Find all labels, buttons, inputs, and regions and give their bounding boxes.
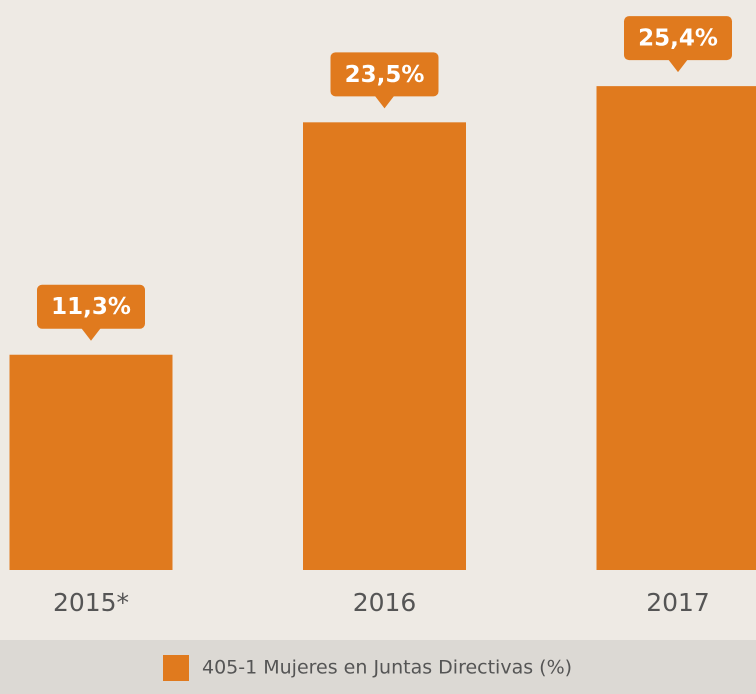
label-pointer (374, 95, 395, 109)
x-tick-label: 2016 (353, 588, 417, 617)
value-label: 25,4% (638, 26, 718, 52)
legend-band (0, 640, 756, 694)
bar (9, 354, 173, 570)
bar (303, 122, 466, 570)
x-tick-label: 2017 (646, 588, 710, 617)
label-pointer (81, 327, 101, 341)
bar (596, 86, 756, 570)
x-tick-label: 2015* (53, 588, 129, 617)
legend-swatch (163, 655, 189, 681)
legend-label: 405-1 Mujeres en Juntas Directivas (%) (202, 657, 572, 679)
value-label: 11,3% (51, 294, 131, 320)
label-callout (37, 284, 145, 329)
label-pointer (668, 59, 688, 73)
label-callout (330, 52, 439, 97)
value-label: 23,5% (345, 62, 425, 88)
label-callout (624, 16, 732, 61)
